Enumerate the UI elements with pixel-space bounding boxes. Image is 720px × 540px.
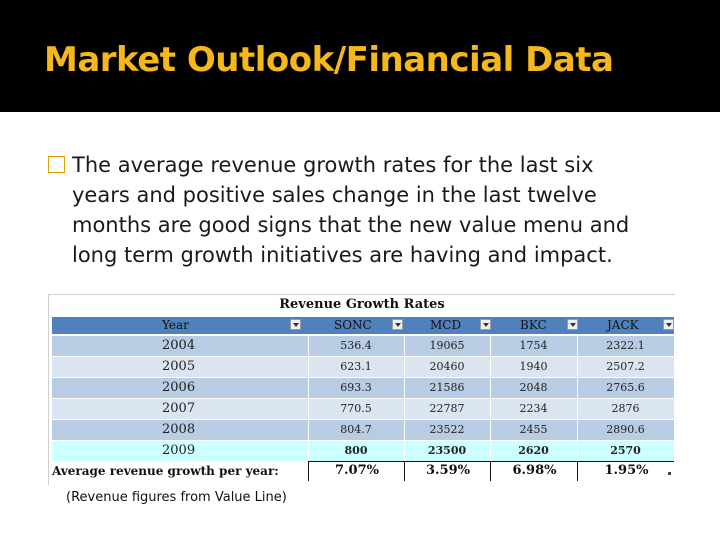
cell-year: 2009 xyxy=(162,443,196,458)
column-divider xyxy=(490,441,491,461)
cell-year: 2004 xyxy=(162,338,196,353)
average-mcd: 3.59% xyxy=(404,461,491,481)
bullet-line: months are good signs that the new value… xyxy=(72,213,630,237)
cell-sonc: 693.3 xyxy=(340,381,372,394)
table-row: 2004 536.4 19065 1754 2322.1 xyxy=(52,336,674,356)
cell-sonc: 536.4 xyxy=(340,339,372,352)
column-divider xyxy=(404,336,405,356)
cell-mcd: 21586 xyxy=(429,381,465,394)
table-row: 2007 770.5 22787 2234 2876 xyxy=(52,399,674,419)
average-jack: 1.95% xyxy=(577,461,675,481)
column-divider xyxy=(308,420,309,440)
cell-bkc: 2620 xyxy=(518,444,549,457)
header-year: Year xyxy=(162,318,189,332)
column-divider xyxy=(308,357,309,377)
header-sonc: SONC xyxy=(334,318,372,332)
cell-jack: 2507.2 xyxy=(606,360,645,373)
column-divider xyxy=(404,420,405,440)
column-divider xyxy=(490,399,491,419)
header-jack: JACK xyxy=(607,318,639,332)
bullet-text: The average revenue growth rates for the… xyxy=(48,150,698,270)
cell-bkc: 2048 xyxy=(519,381,548,394)
bullet-line: years and positive sales change in the l… xyxy=(72,183,597,207)
cell-bkc: 2455 xyxy=(519,423,548,436)
filter-dropdown-icon[interactable] xyxy=(567,319,578,330)
cell-mcd: 19065 xyxy=(429,339,465,352)
column-divider xyxy=(404,399,405,419)
column-divider xyxy=(404,378,405,398)
source-footnote: (Revenue figures from Value Line) xyxy=(66,490,287,505)
cell-year: 2008 xyxy=(162,422,196,437)
column-divider xyxy=(308,336,309,356)
column-divider xyxy=(308,399,309,419)
column-divider xyxy=(577,378,578,398)
average-label: Average revenue growth per year: xyxy=(52,464,279,478)
column-divider xyxy=(404,357,405,377)
filter-dropdown-icon[interactable] xyxy=(663,319,674,330)
cell-jack: 2570 xyxy=(610,444,641,457)
average-row: Average revenue growth per year: 7.07% 3… xyxy=(52,461,674,481)
title-bar: Market Outlook/Financial Data xyxy=(0,0,720,112)
cell-bkc: 1754 xyxy=(519,339,548,352)
bullet-paragraph: The average revenue growth rates for the… xyxy=(48,150,698,270)
average-row-rule xyxy=(308,461,674,462)
filter-dropdown-icon[interactable] xyxy=(290,319,301,330)
column-divider xyxy=(577,420,578,440)
revenue-growth-table: Revenue Growth Rates Year SONC MCD BKC J… xyxy=(48,294,675,485)
column-divider xyxy=(577,336,578,356)
cell-jack: 2890.6 xyxy=(606,423,645,436)
cell-mcd: 23522 xyxy=(429,423,465,436)
table-header-row: Year SONC MCD BKC JACK xyxy=(52,317,674,334)
column-divider xyxy=(490,378,491,398)
cell-bkc: 2234 xyxy=(519,402,548,415)
cell-mcd: 23500 xyxy=(427,444,467,457)
column-divider xyxy=(490,357,491,377)
table-row: 2005 623.1 20460 1940 2507.2 xyxy=(52,357,674,377)
cell-year: 2005 xyxy=(162,359,196,374)
slide-title: Market Outlook/Financial Data xyxy=(44,40,614,80)
cell-sonc: 623.1 xyxy=(340,360,372,373)
average-sonc: 7.07% xyxy=(308,461,405,481)
cell-jack: 2876 xyxy=(611,402,640,415)
column-divider xyxy=(308,441,309,461)
cell-mcd: 20460 xyxy=(429,360,465,373)
bullet-line: long term growth initiatives are having … xyxy=(72,243,613,267)
column-divider xyxy=(577,357,578,377)
header-mcd: MCD xyxy=(430,318,462,332)
table-resize-handle xyxy=(668,472,671,475)
cell-jack: 2322.1 xyxy=(606,339,645,352)
filter-dropdown-icon[interactable] xyxy=(480,319,491,330)
column-divider xyxy=(490,336,491,356)
checkbox-bullet-icon xyxy=(48,156,65,173)
table-row: 2008 804.7 23522 2455 2890.6 xyxy=(52,420,674,440)
cell-sonc: 770.5 xyxy=(340,402,372,415)
table-row: 2009 800 23500 2620 2570 xyxy=(52,441,674,461)
column-divider xyxy=(577,441,578,461)
table-row: 2006 693.3 21586 2048 2765.6 xyxy=(52,378,674,398)
filter-dropdown-icon[interactable] xyxy=(392,319,403,330)
column-divider xyxy=(308,378,309,398)
cell-sonc: 804.7 xyxy=(340,423,372,436)
column-divider xyxy=(404,441,405,461)
average-bkc: 6.98% xyxy=(490,461,578,481)
cell-bkc: 1940 xyxy=(519,360,548,373)
cell-sonc: 800 xyxy=(344,444,368,457)
cell-year: 2007 xyxy=(162,401,196,416)
column-divider xyxy=(490,420,491,440)
header-bkc: BKC xyxy=(520,318,547,332)
bullet-line: The average revenue growth rates for the… xyxy=(72,153,594,177)
table-title: Revenue Growth Rates xyxy=(279,297,445,312)
cell-mcd: 22787 xyxy=(429,402,465,415)
column-divider xyxy=(577,399,578,419)
cell-jack: 2765.6 xyxy=(606,381,645,394)
cell-year: 2006 xyxy=(162,380,196,395)
